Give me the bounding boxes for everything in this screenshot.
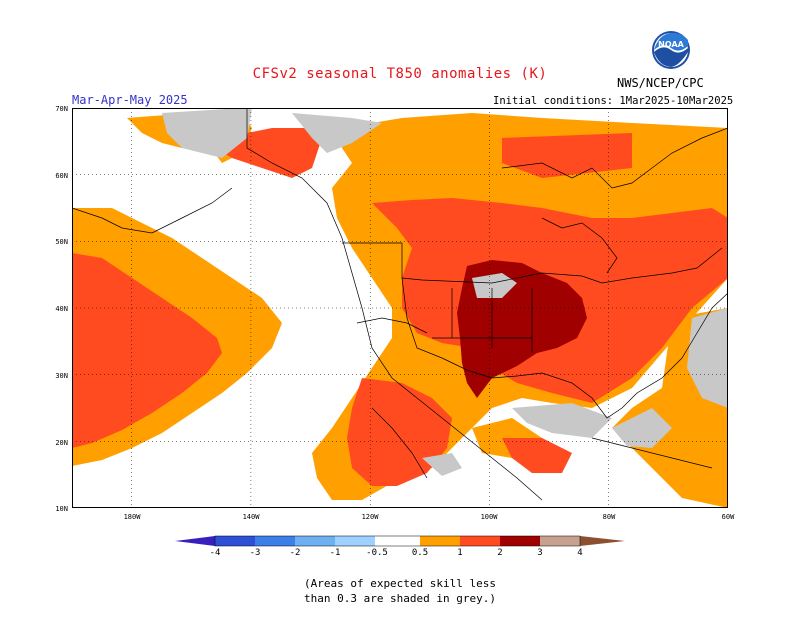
lon-label-180w: 180W: [123, 513, 141, 521]
map-title: CFSv2 seasonal T850 anomalies (K): [252, 66, 548, 82]
legend-label-minus-3: -3: [249, 548, 261, 558]
legend-label-minus-0-5: -0.5: [366, 548, 388, 558]
legend-swatch-2-3: [500, 536, 540, 546]
lon-label-120w: 120W: [361, 513, 379, 521]
lat-label-50n: 50N: [55, 238, 68, 246]
legend-label-1: 1: [457, 548, 463, 558]
lon-label-100w: 100W: [480, 513, 498, 521]
legend-label-2: 2: [497, 548, 503, 558]
agency-label: NWS/NCEP/CPC: [617, 76, 704, 90]
noaa-logo: NOAA: [651, 30, 691, 70]
lat-label-10n: 10N: [55, 505, 68, 513]
legend-frame: [214, 535, 581, 547]
lat-lon-grid: [72, 108, 728, 508]
lon-label-80w: 80W: [602, 513, 616, 521]
lat-label-20n: 20N: [55, 439, 68, 447]
legend-label-minus-4: -4: [209, 548, 221, 558]
legend-swatch-gt-4: [580, 536, 625, 546]
legend-swatch-3-4: [540, 536, 580, 546]
skill-note-line-1: (Areas of expected skill less: [303, 577, 497, 590]
legend-swatch-1-2: [460, 536, 500, 546]
legend-label-minus-1: -1: [329, 548, 341, 558]
legend-label-3: 3: [537, 548, 543, 558]
skill-note-line-2: than 0.3 are shaded in grey.): [303, 592, 497, 605]
legend-label-0-5: 0.5: [411, 548, 429, 558]
lat-label-30n: 30N: [55, 372, 68, 380]
lat-label-40n: 40N: [55, 305, 68, 313]
initial-conditions-label: Initial conditions: 1Mar2025-10Mar2025: [493, 95, 734, 107]
anomaly-map: [72, 108, 728, 508]
legend-label-4: 4: [577, 548, 583, 558]
legend-swatch-1-05: [335, 536, 375, 546]
color-legend: [175, 535, 625, 547]
skill-note: (Areas of expected skill less than 0.3 a…: [0, 576, 800, 606]
lat-label-70n: 70N: [55, 105, 68, 113]
land-outlines: [72, 108, 728, 501]
legend-swatch-05-1: [420, 536, 460, 546]
legend-swatch-2-1: [295, 536, 335, 546]
season-label: Mar-Apr-May 2025: [72, 93, 188, 107]
legend-swatch-3-2: [255, 536, 295, 546]
lon-label-60w: 60W: [721, 513, 735, 521]
map-frame: [72, 108, 728, 508]
legend-swatch-neutral: [375, 536, 420, 546]
low-skill-areas: [162, 108, 728, 476]
legend-swatch-4-3: [215, 536, 255, 546]
legend-swatch-lt-4: [175, 536, 215, 546]
lon-label-140w: 140W: [242, 513, 260, 521]
lat-label-60n: 60N: [55, 172, 68, 180]
noaa-logo-text: NOAA: [658, 40, 684, 49]
legend-label-minus-2: -2: [289, 548, 301, 558]
